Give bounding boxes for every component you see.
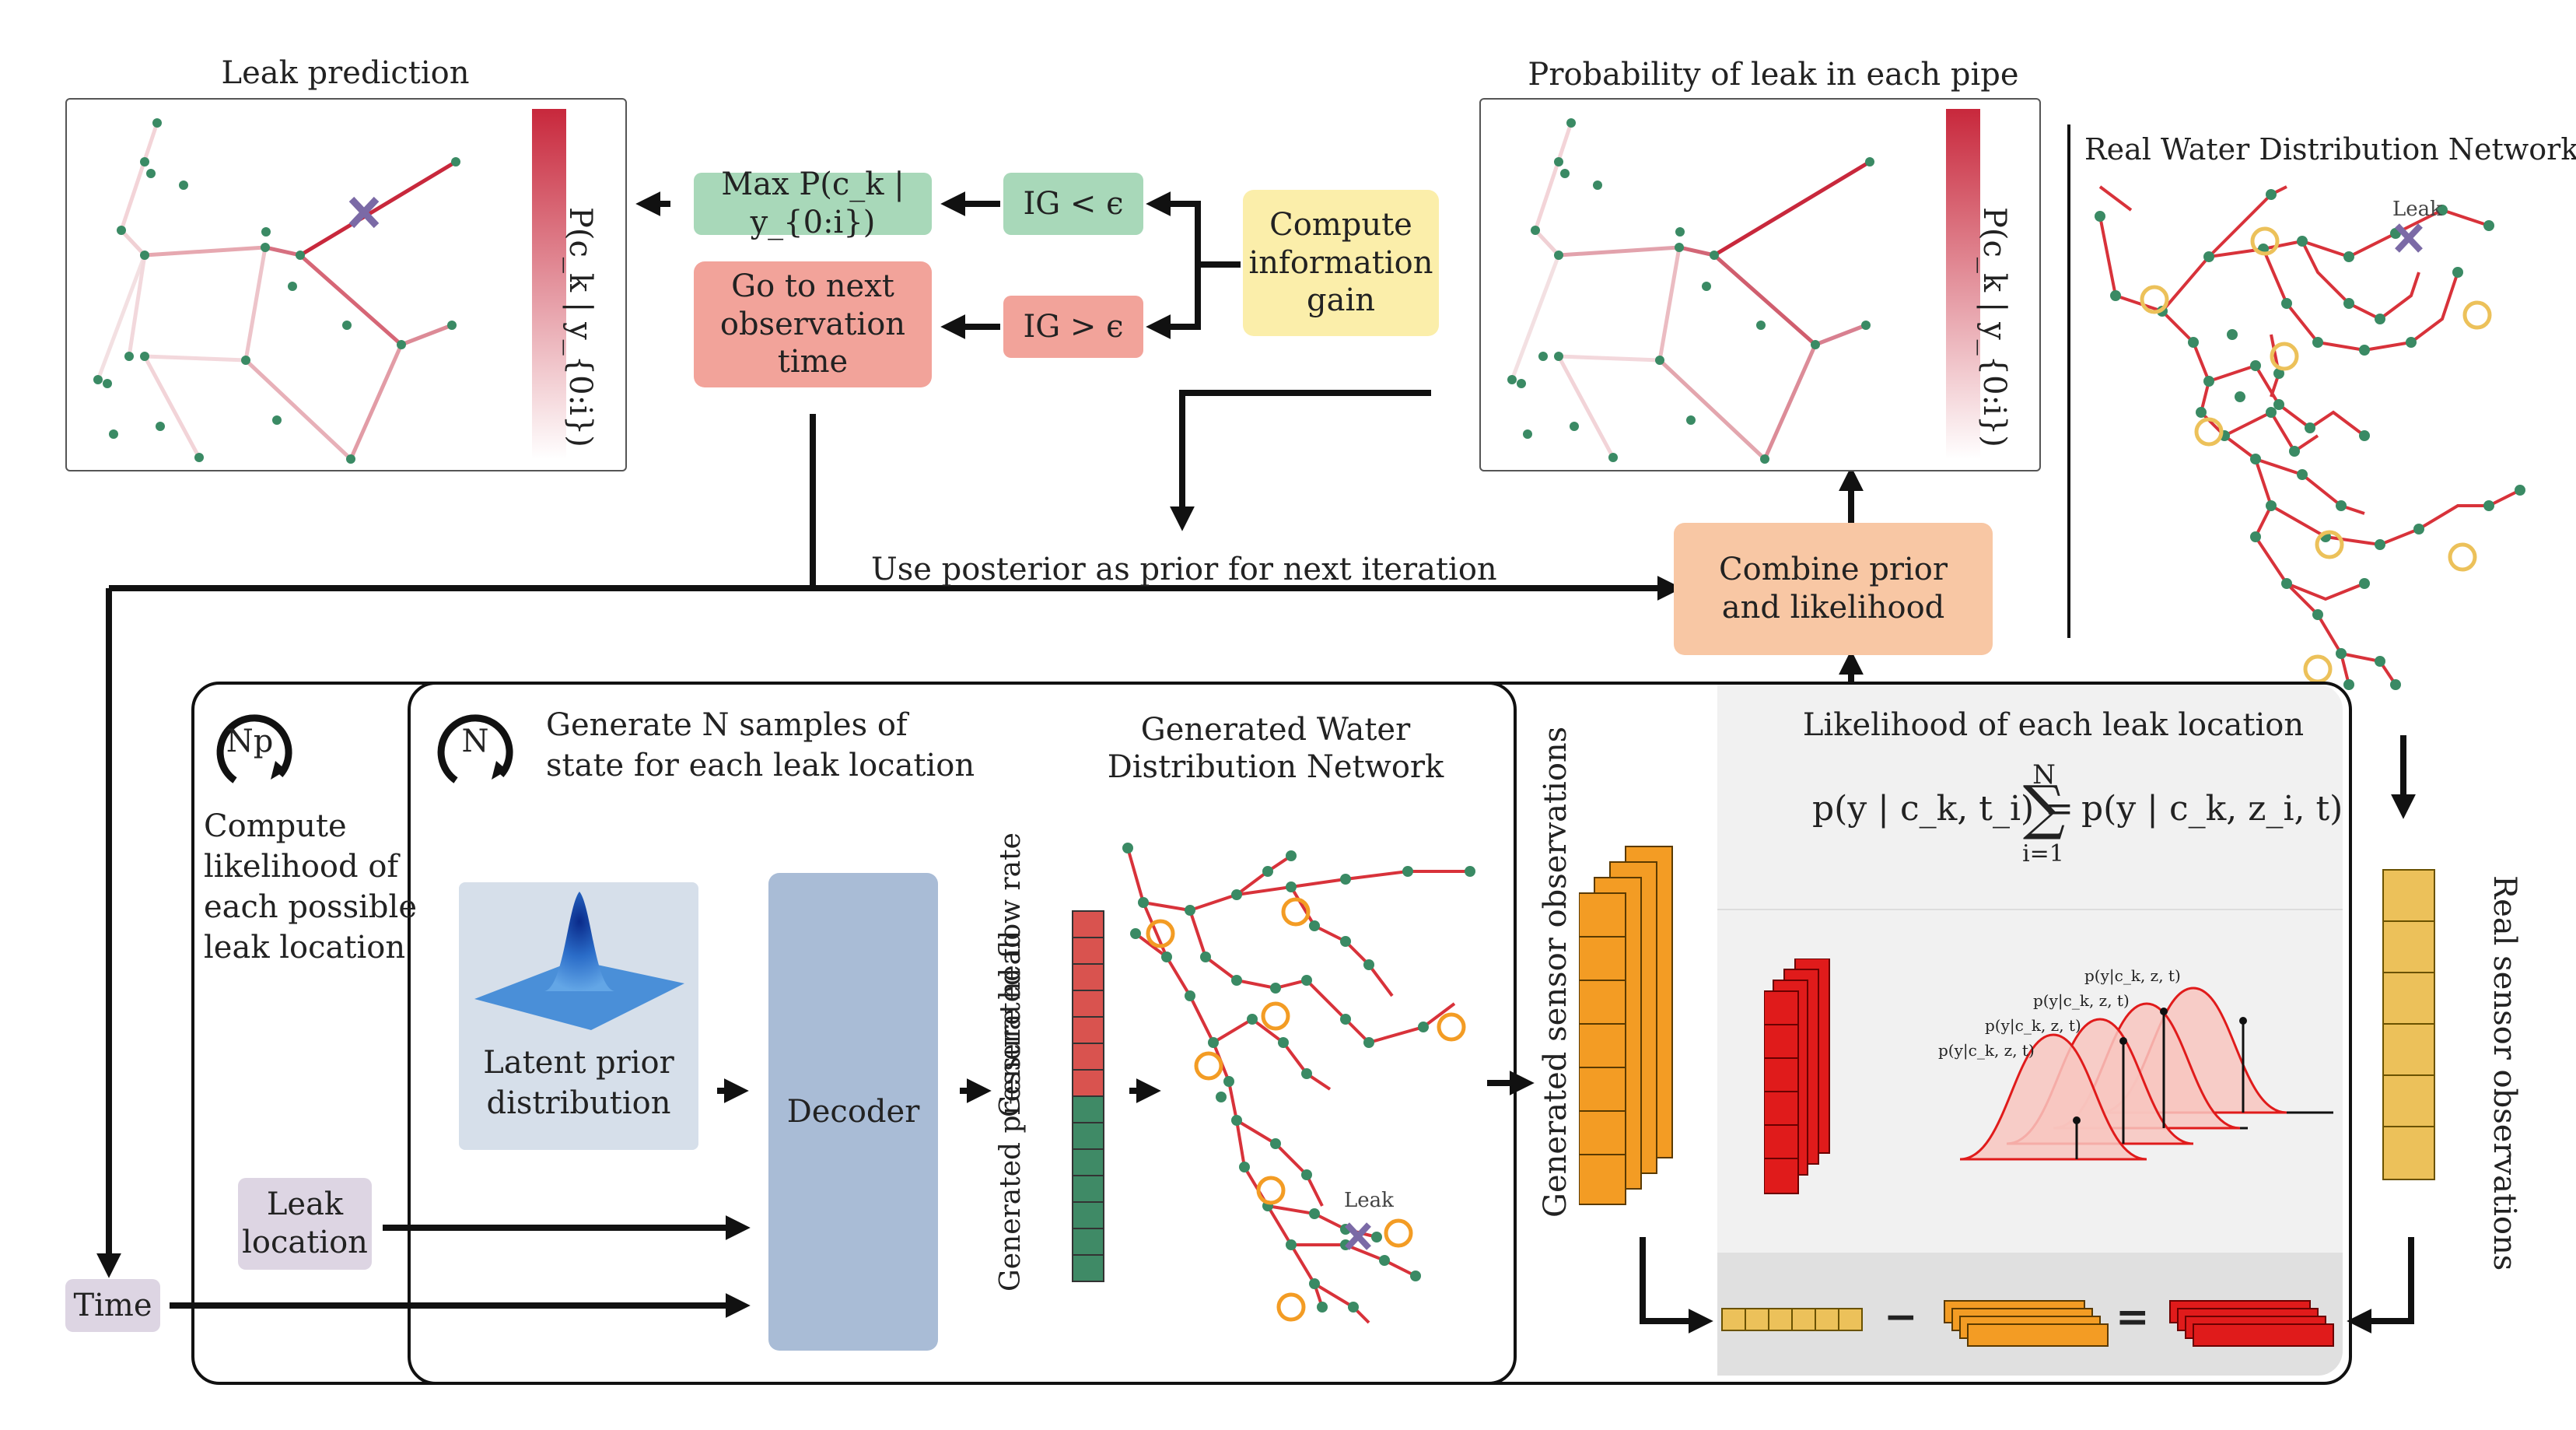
arrow-posterior-prior bbox=[1170, 390, 1431, 531]
likelihood-sum-upper: N bbox=[2032, 759, 2056, 790]
decoder-box: Decoder bbox=[768, 873, 938, 1351]
leak-prediction-network bbox=[93, 109, 566, 464]
real-network-diagram bbox=[2095, 185, 2525, 690]
generated-state-vector bbox=[1072, 910, 1104, 1282]
gaussian-label-2: p(y|c_k, z, t) bbox=[1985, 1016, 2081, 1035]
likelihood-divider bbox=[1717, 909, 2343, 910]
real-network-sensors bbox=[2140, 226, 2492, 684]
next-observation-box: Go to next observation time bbox=[694, 261, 932, 387]
generated-obs-rows bbox=[1944, 1300, 2109, 1347]
generated-sensor-obs-label: Generated sensor observations bbox=[1538, 726, 1573, 1218]
likelihood-sum-lower: i=1 bbox=[2022, 840, 2064, 867]
inner-loop-text: Generate N samples of state for each lea… bbox=[546, 707, 975, 783]
posterior-prior-label: Use posterior as prior for next iteratio… bbox=[871, 552, 1497, 587]
combine-prior-likelihood-box: Combine prior and likelihood bbox=[1674, 523, 1993, 655]
real-obs-row bbox=[1721, 1308, 1863, 1331]
leak-prediction-colorbar bbox=[532, 109, 566, 459]
max-probability-box: Max P(c_k | y_{0:i}) bbox=[694, 166, 932, 240]
inner-loop-icon bbox=[437, 714, 513, 783]
ig-less-box: IG < ϵ bbox=[1003, 173, 1143, 235]
arrow-gen-sensor-bottom bbox=[1640, 1237, 1713, 1334]
leak-prediction-title: Leak prediction bbox=[221, 55, 470, 91]
pressure-head-label: Generated pressure head bbox=[995, 930, 1027, 1292]
arrow-ig-split-lower bbox=[1146, 265, 1201, 339]
latent-prior-label: Latent prior distribution bbox=[483, 1045, 674, 1121]
residual-equation-blocks bbox=[1721, 1300, 2334, 1347]
real-sensor-obs-label: Real sensor observations bbox=[2487, 875, 2522, 1271]
likelihood-panel-title: Likelihood of each leak location bbox=[1802, 707, 2305, 743]
time-box: Time bbox=[65, 1279, 160, 1332]
outer-loop-symbol: Np bbox=[226, 724, 274, 759]
inner-loop-frame bbox=[408, 682, 1517, 1385]
inner-loop-symbol: N bbox=[461, 724, 489, 759]
leak-prediction-nodes bbox=[93, 118, 460, 464]
real-leak-x-icon bbox=[2395, 223, 2423, 253]
real-network-nodes bbox=[2095, 189, 2525, 690]
ig-greater-box: IG > ϵ bbox=[1003, 296, 1143, 358]
leak-prediction-colorbar-label: P(c_k | y_{0:i}) bbox=[562, 207, 598, 447]
latent-distribution-surface bbox=[474, 892, 684, 1030]
outer-loop-text: Compute likelihood of each possible leak… bbox=[204, 808, 418, 966]
equals-operator: = bbox=[2116, 1293, 2150, 1341]
probability-colorbar bbox=[1946, 109, 1980, 459]
latent-prior-box: Latent prior distribution bbox=[459, 882, 698, 1150]
real-network-title: Real Water Distribution Network bbox=[2084, 132, 2576, 166]
generated-network-title: Generated Water Distribution Network bbox=[1107, 712, 1444, 785]
gaussian-label-3: p(y|c_k, z, t) bbox=[2033, 991, 2130, 1010]
residual-stack bbox=[1764, 959, 1830, 1194]
arrow-real-sensor-bottom bbox=[2347, 1237, 2414, 1334]
outer-loop-icon bbox=[216, 714, 292, 783]
generated-network-diagram bbox=[1122, 843, 1475, 1324]
generated-leak-label: Leak bbox=[1344, 1189, 1394, 1212]
arrow-ig-split bbox=[1146, 191, 1241, 268]
generated-sensor-stack bbox=[1579, 846, 1673, 1205]
compute-information-gain-box: Compute information gain bbox=[1243, 190, 1439, 336]
real-leak-label: Leak bbox=[2392, 198, 2442, 221]
probability-panel-title: Probability of leak in each pipe bbox=[1528, 57, 2019, 93]
leak-prediction-panel: P(c_k | y_{0:i}) bbox=[65, 98, 627, 471]
generated-leak-x-icon bbox=[1345, 1222, 1371, 1250]
probability-network bbox=[1507, 109, 1980, 464]
likelihood-sum-symbol: ∑ bbox=[2022, 773, 2066, 842]
likelihood-formula-lhs: p(y | c_k, t_i) = bbox=[1812, 789, 2074, 829]
probability-colorbar-label: P(c_k | y_{0:i}) bbox=[1976, 207, 2012, 447]
probability-nodes bbox=[1507, 118, 1874, 464]
minus-operator: − bbox=[1884, 1293, 1918, 1341]
probability-panel: P(c_k | y_{0:i}) bbox=[1479, 98, 2041, 471]
real-sensor-vector bbox=[2382, 869, 2435, 1180]
gaussian-label-4: p(y|c_k, z, t) bbox=[2084, 966, 2181, 985]
leak-x-icon bbox=[348, 196, 380, 229]
residual-rows bbox=[2169, 1300, 2334, 1347]
generated-network-nodes bbox=[1122, 843, 1475, 1313]
gaussian-label-1: p(y|c_k, z, t) bbox=[1938, 1041, 2035, 1060]
likelihood-formula-rhs: p(y | c_k, z_i, t) bbox=[2081, 789, 2343, 829]
gaussian-likelihood-curves bbox=[1960, 987, 2333, 1161]
generated-network-sensors bbox=[1146, 897, 1466, 1322]
leak-location-box: Leak location bbox=[238, 1178, 372, 1270]
